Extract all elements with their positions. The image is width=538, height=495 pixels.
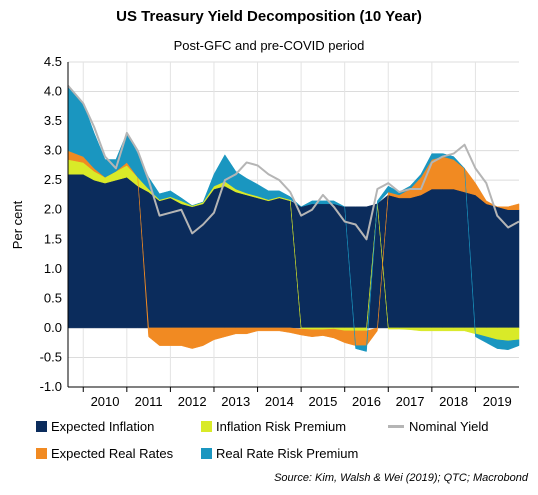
- x-tick-label: 2010: [91, 394, 120, 409]
- legend-label-nominal-yield: Nominal Yield: [409, 419, 489, 434]
- line-layer: [67, 84, 520, 241]
- y-tick-label: 0.0: [44, 320, 62, 335]
- legend-label-expected-real-rates: Expected Real Rates: [51, 446, 174, 461]
- x-tick-label: 2011: [135, 394, 163, 409]
- y-tick-label: 1.5: [44, 231, 62, 246]
- y-axis-label: Per cent: [10, 200, 25, 249]
- legend-swatch-expected-inflation: [36, 421, 47, 432]
- legend-expected-real-rates: Expected Real Rates: [36, 446, 173, 461]
- axis-layer: 4.5 4.0 3.5 3.0 2.5 2.0 1.5 1.0 0.5 0.0 -0.5 -1.0 20…: [40, 54, 519, 409]
- y-tick-label: 3.5: [44, 113, 62, 128]
- x-tick-label: 2018: [439, 394, 468, 409]
- y-tick-label: 2.5: [44, 172, 62, 187]
- area-layer: [67, 84, 520, 352]
- x-tick-label: 2019: [483, 394, 512, 409]
- legend-nominal-yield: Nominal Yield: [388, 419, 489, 434]
- x-tick-label: 2015: [308, 394, 337, 409]
- x-tick-label: 2017: [396, 394, 425, 409]
- legend-label-inflation-risk-premium: Inflation Risk Premium: [216, 419, 347, 434]
- y-tick-label: 1.0: [44, 261, 62, 276]
- legend-real-rate-risk-premium: Real Rate Risk Premium: [201, 446, 358, 461]
- x-tick-label: 2014: [265, 394, 294, 409]
- x-tick-label: 2013: [221, 394, 250, 409]
- y-tick-label: 3.0: [44, 143, 62, 158]
- line-series-nominal-yield: [67, 84, 520, 241]
- legend-swatch-nominal-yield: [388, 425, 404, 428]
- y-tick-label: -0.5: [40, 349, 62, 364]
- legend-swatch-inflation-risk-premium: [201, 421, 212, 432]
- x-tick-label: 2016: [352, 394, 381, 409]
- y-tick-label: -1.0: [40, 379, 62, 394]
- x-tick-label: 2012: [178, 394, 207, 409]
- chart-title: US Treasury Yield Decomposition (10 Year…: [116, 8, 422, 25]
- y-tick-label: 4.0: [44, 84, 62, 99]
- legend-label-expected-inflation: Expected Inflation: [51, 419, 155, 434]
- legend-expected-inflation: Expected Inflation: [36, 419, 154, 434]
- y-tick-label: 4.5: [44, 54, 62, 69]
- legend-swatch-expected-real-rates: [36, 448, 47, 459]
- area-series-expected-real-rates: [67, 150, 520, 349]
- source-note: Source: Kim, Walsh & Wei (2019); QTC; Ma…: [274, 472, 528, 484]
- area-series-real-rate-risk-premium: [67, 84, 520, 352]
- chart-subtitle: Post-GFC and pre-COVID period: [173, 38, 365, 53]
- legend-inflation-risk-premium: Inflation Risk Premium: [201, 419, 346, 434]
- legend-swatch-real-rate-risk-premium: [201, 448, 212, 459]
- y-tick-label: 2.0: [44, 202, 62, 217]
- legend-label-real-rate-risk-premium: Real Rate Risk Premium: [216, 446, 359, 461]
- y-tick-label: 0.5: [44, 290, 62, 305]
